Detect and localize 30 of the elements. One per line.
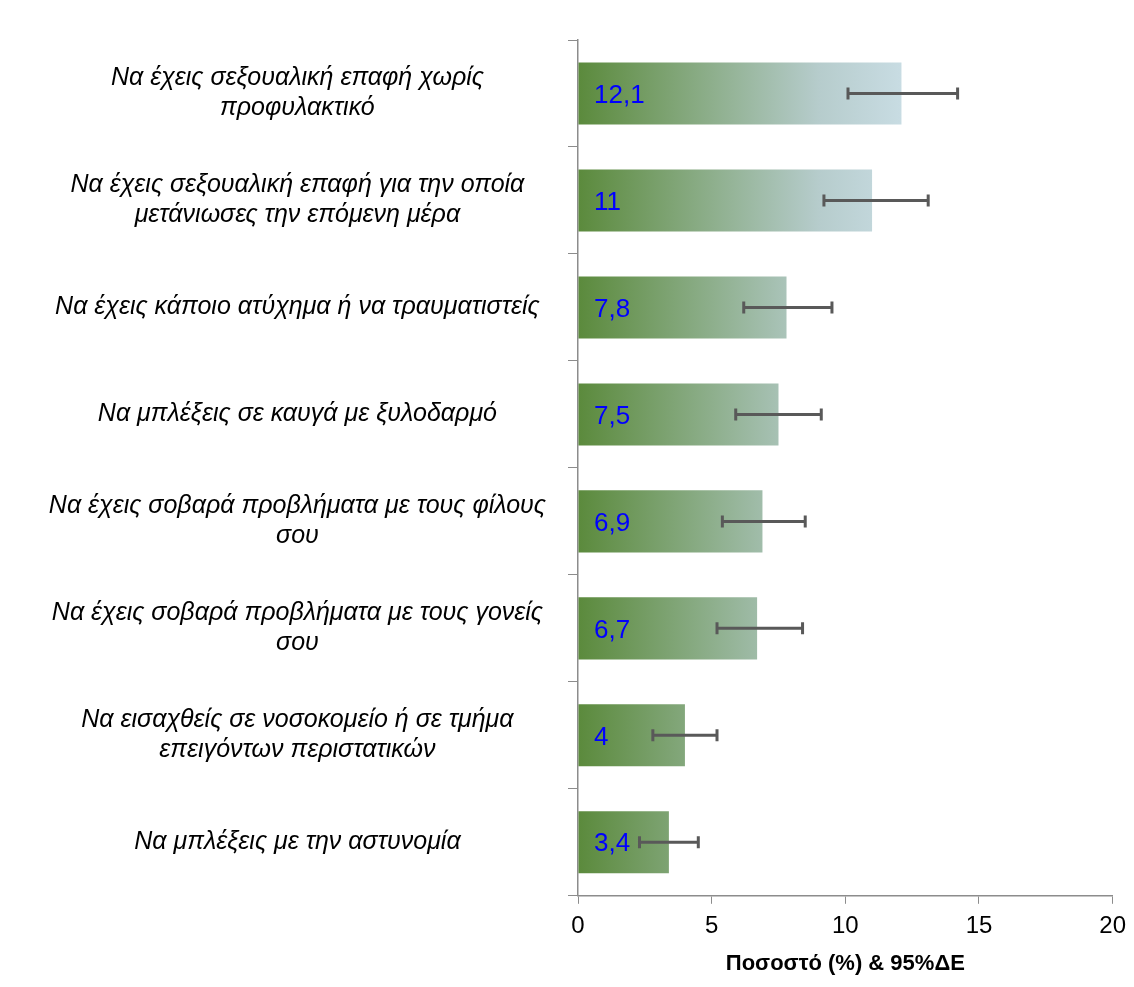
bar bbox=[578, 383, 779, 446]
data-label: 12,1 bbox=[594, 78, 645, 109]
data-label: 11 bbox=[594, 185, 621, 216]
bar bbox=[578, 811, 669, 874]
data-label: 6,7 bbox=[594, 613, 631, 644]
x-tick-label: 20 bbox=[1099, 910, 1126, 938]
y-tick-label: Να μπλέξεις με την αστυνομία bbox=[134, 826, 462, 855]
data-label: 7,5 bbox=[594, 399, 631, 430]
bar bbox=[578, 597, 758, 660]
bar bbox=[578, 169, 873, 232]
y-tick-label: Να έχεις σοβαρά προβλήματα με τους γονείς σου bbox=[51, 597, 544, 656]
x-axis-title: Ποσοστό (%) & 95%ΔΕ bbox=[725, 949, 965, 975]
bar bbox=[578, 276, 787, 339]
bar bbox=[578, 704, 685, 767]
x-tick-label: 0 bbox=[571, 910, 585, 938]
y-tick-label: Να έχεις σεξουαλική επαφή για την οποία μετάνιωσες την επόμενη μέρα bbox=[70, 169, 526, 228]
x-tick-label: 10 bbox=[831, 910, 859, 938]
y-tick-label: Να έχεις σεξουαλική επαφή χωρίς προφυλακτικό bbox=[110, 62, 485, 121]
x-tick-label: 15 bbox=[965, 910, 993, 938]
bar bbox=[578, 490, 763, 553]
y-tick-label: Να εισαχθείς σε νοσοκομείο ή σε τμήμα επειγόντων περιστατικών bbox=[81, 704, 515, 763]
data-label: 6,9 bbox=[594, 506, 631, 537]
data-label: 4 bbox=[594, 720, 609, 751]
y-tick-label: Να μπλέξεις σε καυγά με ξυλοδαρμό bbox=[97, 398, 498, 427]
bar bbox=[578, 62, 902, 125]
y-tick-label: Να έχεις σοβαρά προβλήματα με τους φίλους σου bbox=[48, 490, 547, 549]
y-tick-label: Να έχεις κάποιο ατύχημα ή να τραυματιστείς bbox=[55, 291, 541, 320]
data-label: 3,4 bbox=[594, 827, 631, 858]
x-tick-label: 5 bbox=[704, 910, 719, 938]
data-label: 7,8 bbox=[594, 292, 631, 323]
